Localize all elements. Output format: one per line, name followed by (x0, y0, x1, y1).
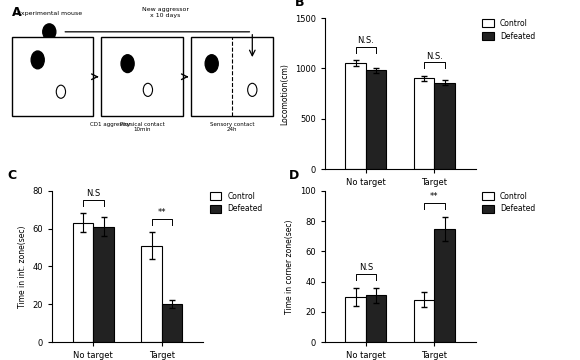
Bar (434, 229, 455, 342)
Bar (12, 37, 93, 116)
Bar (102, 37, 183, 116)
Text: A: A (12, 6, 21, 19)
Ellipse shape (56, 85, 66, 98)
Text: CD1 aggressor: CD1 aggressor (90, 122, 130, 127)
Text: N.S: N.S (86, 189, 100, 198)
Bar (414, 78, 434, 169)
Text: B: B (295, 0, 304, 9)
Ellipse shape (43, 24, 56, 40)
Y-axis label: Time in int. zone(sec): Time in int. zone(sec) (18, 225, 27, 308)
Bar (191, 37, 273, 116)
Text: N.S.: N.S. (426, 52, 443, 61)
Text: Experimental mouse: Experimental mouse (17, 11, 82, 16)
Text: Sensory contact
24h: Sensory contact 24h (210, 122, 254, 132)
Legend: Control, Defeated: Control, Defeated (483, 19, 535, 41)
Text: C: C (7, 169, 16, 182)
Ellipse shape (143, 83, 153, 96)
Bar (366, 71, 386, 169)
Bar (414, 300, 434, 342)
Legend: Control, Defeated: Control, Defeated (210, 192, 263, 213)
Text: N.S.: N.S. (357, 36, 374, 45)
Text: D: D (289, 169, 299, 182)
Bar (345, 63, 366, 169)
Bar (93, 227, 114, 342)
Y-axis label: Locomotion(cm): Locomotion(cm) (280, 63, 289, 125)
Legend: Control, Defeated: Control, Defeated (483, 192, 535, 213)
Y-axis label: Time in corner zone(sec): Time in corner zone(sec) (285, 219, 295, 314)
Text: Physical contact
10min: Physical contact 10min (119, 122, 165, 132)
Ellipse shape (121, 55, 134, 73)
Ellipse shape (248, 83, 257, 96)
Text: N.S: N.S (359, 264, 373, 273)
Bar (434, 82, 455, 169)
Bar (162, 304, 183, 342)
Text: New aggressor
x 10 days: New aggressor x 10 days (142, 8, 189, 18)
Text: **: ** (430, 192, 438, 201)
Bar (345, 297, 366, 342)
Ellipse shape (205, 55, 218, 73)
Text: **: ** (158, 208, 166, 217)
Bar (366, 295, 386, 342)
Bar (72, 223, 93, 342)
Bar (142, 246, 162, 342)
Ellipse shape (31, 51, 44, 69)
